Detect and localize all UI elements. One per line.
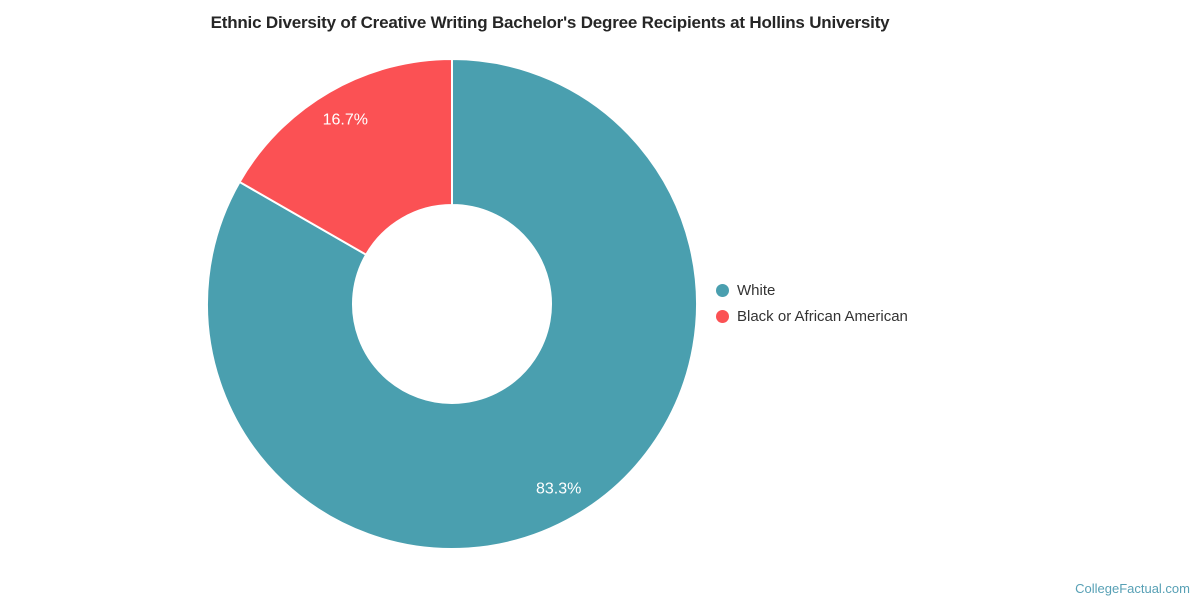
legend-marker-white bbox=[716, 283, 729, 297]
legend-item-white[interactable]: White bbox=[716, 277, 908, 303]
pie-slice-black-or-african-american[interactable] bbox=[238, 58, 453, 256]
legend: White Black or African American bbox=[716, 277, 908, 329]
legend-item-black-or-african-american[interactable]: Black or African American bbox=[716, 303, 908, 329]
watermark-link[interactable]: CollegeFactual.com bbox=[1075, 581, 1190, 596]
pie-slice-white[interactable] bbox=[206, 58, 698, 550]
legend-marker-black-or-african-american bbox=[716, 309, 729, 323]
legend-label-white: White bbox=[737, 281, 776, 299]
slice-label-white: 83.3% bbox=[536, 480, 581, 497]
slice-label-black-or-african-american: 16.7% bbox=[323, 112, 368, 129]
legend-label-black-or-african-american: Black or African American bbox=[737, 307, 908, 325]
chart-title: Ethnic Diversity of Creative Writing Bac… bbox=[210, 13, 890, 32]
